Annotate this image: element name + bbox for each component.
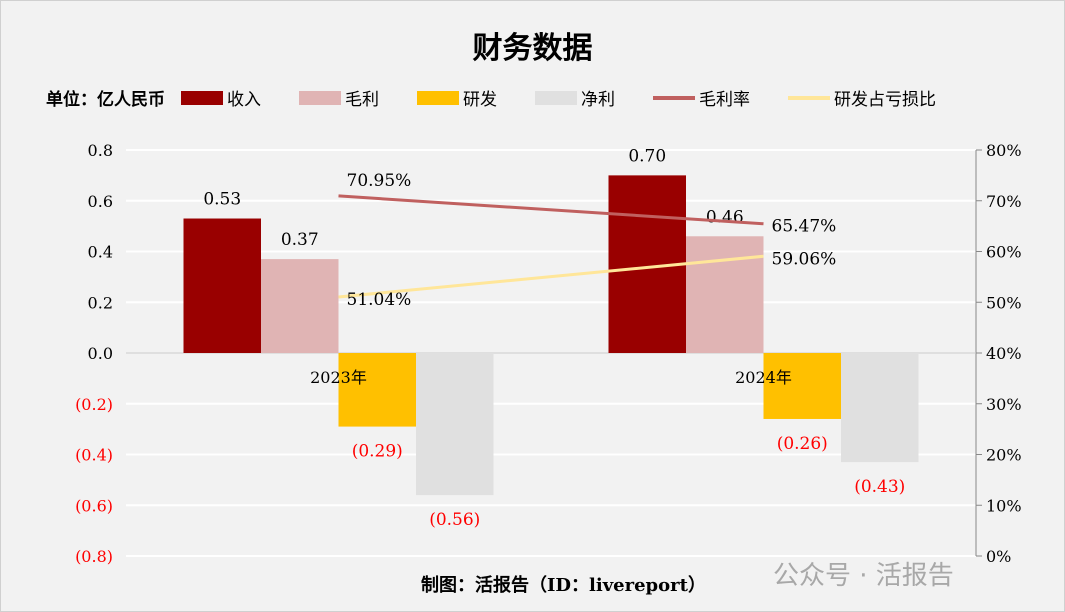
right-tick-label: 30% [986,395,1022,414]
legend-item: 研发占亏损比 [788,85,936,110]
legend-item: 毛利率 [653,85,750,110]
bar-净利 [841,353,919,463]
line-毛利率 [338,194,764,226]
bar-data-label: 0.46 [706,207,744,227]
legend: 单位：亿人民币 收入 毛利 研发 净利 毛利率 研发占亏损比 [46,85,974,110]
legend-label: 收入 [227,90,261,110]
legend-swatch [535,90,577,105]
right-tick-label: 10% [986,496,1022,515]
right-tick-label: 0% [986,547,1011,566]
bar-研发 [338,353,416,427]
right-tick-label: 40% [986,344,1022,363]
chart-title: 财务数据 [472,31,593,66]
line-data-label: 59.06% [772,249,837,269]
legend-swatch [181,90,223,105]
legend-label: 毛利 [345,90,379,110]
line-data-label: 70.95% [347,171,412,191]
bar-data-label: 0.70 [628,146,666,166]
left-tick-label: 0.2 [88,293,113,312]
left-tick-label: (0.6) [75,496,113,515]
bar-data-label: (0.29) [352,442,403,462]
right-tick-label: 20% [986,446,1022,465]
legend-label: 毛利率 [699,90,750,110]
legend-label: 研发占亏损比 [834,90,936,110]
legend-item: 收入 [181,85,261,110]
left-tick-label: (0.8) [75,547,113,566]
left-tick-label: 0.6 [88,192,113,211]
category-label: 2023年 [310,368,367,387]
legend-item: 净利 [535,85,615,110]
legend-label: 净利 [581,90,615,110]
watermark: 公众号 · 活报告 [773,561,954,591]
bar-data-label: 0.53 [203,190,241,210]
line-data-label: 65.47% [772,217,837,237]
left-tick-label: 0.8 [88,141,113,160]
right-tick-label: 50% [986,293,1022,312]
bar-data-label: (0.26) [777,434,828,454]
left-tick-label: 0.0 [88,344,113,363]
right-tick-label: 60% [986,243,1022,262]
line-研发占亏损比 [338,254,764,299]
bar-研发 [763,353,841,419]
legend-swatch [299,90,341,105]
bar-收入 [183,218,261,353]
bar-净利 [416,353,494,496]
bar-毛利 [686,236,764,353]
legend-item: 研发 [417,85,497,110]
right-tick-label: 70% [986,192,1022,211]
line-data-label: 51.04% [347,290,412,310]
bar-data-label: (0.43) [854,477,905,497]
bar-data-label: 0.37 [281,230,319,250]
category-label: 2024年 [735,368,792,387]
unit-label: 单位：亿人民币 [46,90,165,110]
right-tick-label: 80% [986,141,1022,160]
bar-data-label: (0.56) [429,510,480,530]
left-tick-label: (0.4) [75,446,113,465]
left-tick-label: (0.2) [75,395,113,414]
footer-credit: 制图：活报告（ID：livereport） [421,575,706,596]
left-tick-label: 0.4 [88,243,113,262]
legend-swatch [653,95,695,100]
legend-label: 研发 [463,90,497,110]
legend-swatch [788,95,830,100]
legend-item: 毛利 [299,85,379,110]
bar-毛利 [261,259,339,353]
legend-swatch [417,90,459,105]
